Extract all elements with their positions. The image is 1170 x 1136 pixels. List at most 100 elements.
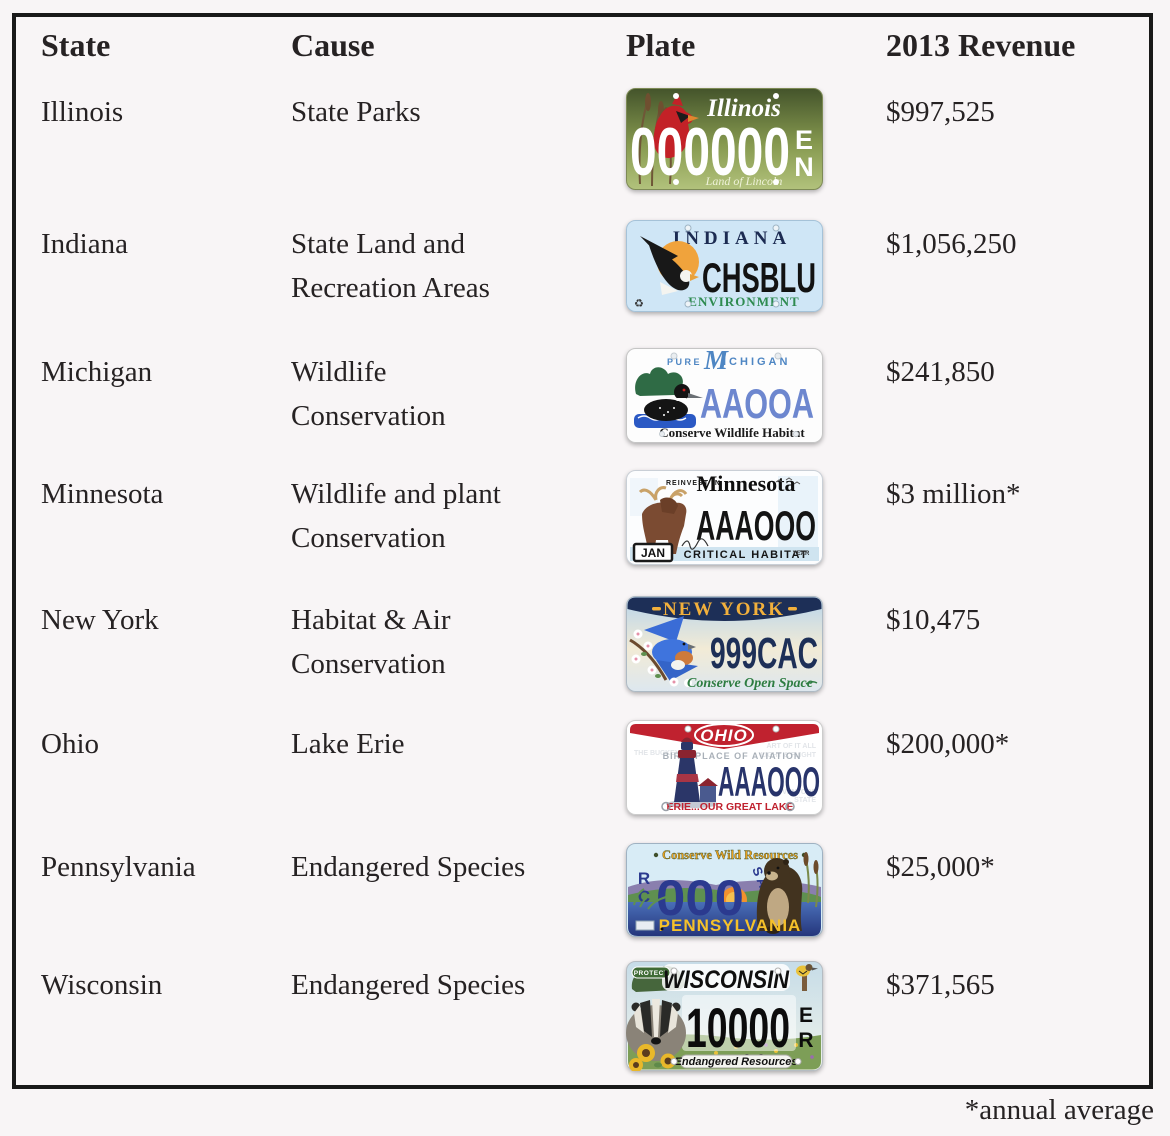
cause-cell: Wildlife and plant Conservation	[291, 478, 501, 554]
table-row: Illinois State Parks	[16, 87, 1149, 219]
plate-cell: THE BUCKEYE ART OF IT ALL LIGHT & FLIGHT…	[626, 719, 886, 842]
plate-reinvest-text: REINVEST IN	[666, 480, 721, 487]
plate-state-name: ICHIGAN	[723, 356, 790, 368]
cardinal-icon	[653, 93, 699, 159]
bolt-holes	[684, 224, 780, 308]
table-row: Indiana State Land and Recreation Areas …	[16, 219, 1149, 347]
revenue-cell: $25,000*	[886, 851, 995, 883]
plate-cell: PURE M ICHIGAN AAOOA	[626, 347, 886, 469]
plate-state-name: INDIANA	[673, 228, 791, 249]
indiana-plate: INDIANA CHSBLU ENVIRONMENT ♻	[626, 220, 823, 312]
table-frame: State Cause Plate 2013 Revenue Illinois …	[12, 13, 1153, 1089]
top-banner	[627, 597, 822, 621]
plate-bottom-text: Endangered Resources	[675, 1056, 798, 1068]
eagle-icon	[640, 236, 699, 295]
plate-bottom-text: CRITICAL HABITAT	[684, 549, 809, 561]
loon-icon	[634, 367, 703, 428]
plate-bottom-text: ENVIRONMENT	[688, 294, 799, 309]
plate-pure-text: PURE	[667, 357, 702, 367]
plate-slogan: Land of Lincoln	[705, 174, 783, 188]
state-cell: Indiana	[41, 228, 128, 260]
table-row: Wisconsin Endangered Species	[16, 960, 1149, 1090]
cause-cell: State Parks	[291, 96, 421, 128]
illinois-plate: Illinois 000000 E N Land of Lincoln	[626, 88, 823, 190]
ghost-text: STATE	[794, 797, 816, 804]
plate-suffix-top: E	[795, 125, 813, 155]
footnote: *annual average	[964, 1094, 1154, 1126]
state-cell: Michigan	[41, 356, 153, 388]
cause-cell: Habitat & Air Conservation	[291, 604, 451, 680]
plate-year-label: YEAR	[793, 551, 810, 557]
plate-number: 10000	[686, 996, 790, 1059]
header-row: State Cause Plate 2013 Revenue	[16, 17, 1149, 87]
cause-cell: Wildlife Conservation	[291, 356, 446, 432]
header-plate: Plate	[626, 27, 696, 63]
state-cell: New York	[41, 604, 159, 636]
plate-m-initial: M	[703, 348, 729, 375]
plate-suffix-bottom: N	[794, 152, 814, 182]
revenue-cell: $1,056,250	[886, 228, 1017, 260]
plate-subtitle: BIRTHPLACE OF AVIATION	[663, 751, 802, 761]
plate-bottom-text: Conserve Open Space	[687, 676, 813, 691]
signature-icon	[681, 538, 709, 550]
new-york-plate: NEW YORK	[626, 596, 823, 692]
plate-number: CHSBLU	[702, 254, 816, 301]
plate-state-name: NEW YORK	[663, 599, 785, 620]
wisconsin-plate: PROTECT WISCONSIN 10000 E	[626, 961, 823, 1071]
plate-prefix-top: R	[638, 869, 650, 888]
michigan-plate: PURE M ICHIGAN AAOOA	[626, 348, 823, 443]
table-row: Michigan Wildlife Conservation PURE M IC…	[16, 347, 1149, 469]
plate-month: JAN	[641, 546, 665, 560]
ghost-text: LIGHT & FLIGHT	[761, 752, 817, 759]
table-row: New York Habitat & Air Conservation NEW …	[16, 595, 1149, 719]
plate-cell: NEW YORK	[626, 595, 886, 719]
sunflower-icon	[629, 1044, 676, 1071]
table-row: Minnesota Wildlife and plant Conservatio…	[16, 469, 1149, 595]
plate-cell: Conserve Wild Resources R C 000 SAMPLE	[626, 842, 886, 960]
ghost-text: THE BUCKEYE	[634, 750, 685, 757]
ghost-text: VENTORS	[782, 789, 816, 796]
state-cell: Wisconsin	[41, 969, 163, 1001]
cause-cell: Lake Erie	[291, 728, 405, 760]
plate-cell: INDIANA CHSBLU ENVIRONMENT ♻	[626, 219, 886, 347]
revenue-cell: $3 million*	[886, 478, 1021, 510]
bottom-band	[679, 1054, 793, 1069]
meadowlark-icon	[796, 964, 818, 991]
cause-cell: Endangered Species	[291, 969, 526, 1001]
revenue-cell: $241,850	[886, 356, 995, 388]
recycle-icon: ♻	[634, 298, 644, 310]
ghost-text: ART OF IT ALL	[766, 743, 816, 750]
plate-bottom-text: PENNSYLVANIA	[659, 916, 802, 935]
grass-icon	[633, 888, 667, 910]
plate-bottom-text: Conserve Wildlife Habitat	[659, 425, 805, 440]
leaf-swirl-icon	[805, 680, 818, 685]
revenue-cell: $997,525	[886, 96, 995, 128]
table-row: Ohio Lake Erie THE BUCKEYE ART OF IT ALL…	[16, 719, 1149, 842]
header-cause: Cause	[291, 27, 375, 63]
minnesota-plate: REINVEST IN Minnesota AAAOOO JAN CRITICA…	[626, 470, 823, 565]
plate-state-name: WISCONSIN	[663, 966, 790, 994]
plate-bottom-text: ERIE...OUR GREAT LAKE	[667, 801, 794, 813]
table-row: Pennsylvania Endangered Species	[16, 842, 1149, 960]
state-cell: Minnesota	[41, 478, 164, 510]
plate-number: AAAOOO	[696, 502, 816, 549]
plate-cell: Illinois 000000 E N Land of Lincoln	[626, 87, 886, 219]
plate-number: AAAOOO	[718, 758, 820, 805]
state-cell: Pennsylvania	[41, 851, 196, 883]
bolt-holes	[673, 93, 779, 185]
badger-icon	[626, 999, 686, 1061]
state-cell: Ohio	[41, 728, 99, 760]
lighthouse-icon	[666, 737, 718, 808]
plate-state-name: OHIO	[700, 726, 747, 745]
plate-protect-text: PROTECT	[634, 970, 669, 977]
bolt-holes	[659, 352, 799, 437]
otter-icon	[756, 852, 819, 934]
protect-badge	[631, 966, 671, 979]
pennsylvania-plate: Conserve Wild Resources R C 000 SAMPLE	[626, 843, 823, 937]
header-state: State	[41, 27, 111, 63]
month-sticker	[632, 542, 674, 563]
plate-state-name: Minnesota	[697, 471, 796, 496]
plate-number: 999CAC	[710, 629, 818, 678]
plate-number: AAOOA	[700, 380, 814, 427]
ohio-plate: THE BUCKEYE ART OF IT ALL LIGHT & FLIGHT…	[626, 720, 823, 815]
